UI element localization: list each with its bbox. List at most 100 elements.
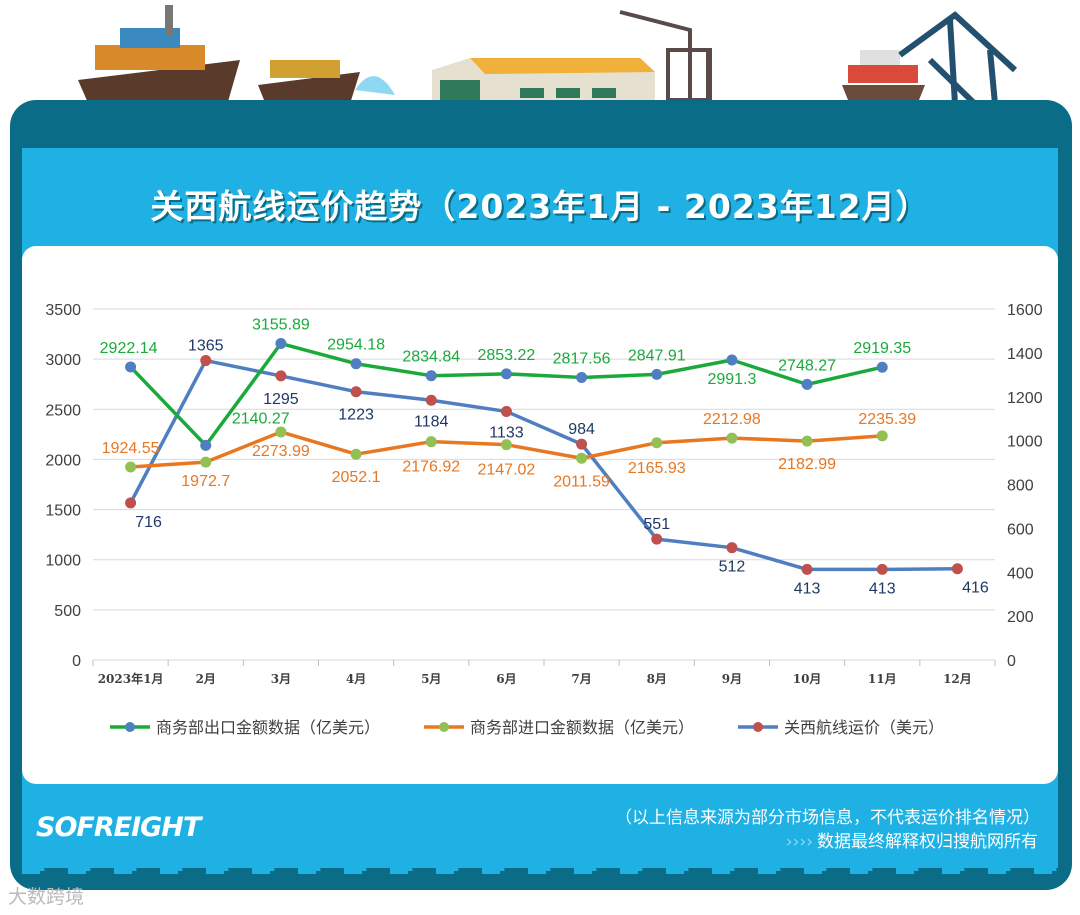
x-tick-label: 8月 xyxy=(647,672,667,686)
data-point xyxy=(275,338,287,350)
data-point xyxy=(200,439,212,451)
gantry-crane-icon xyxy=(898,11,1018,107)
y-left-tick-label: 0 xyxy=(72,653,81,670)
data-label: 2140.27 xyxy=(232,410,290,427)
data-point xyxy=(801,378,813,390)
data-label: 2817.56 xyxy=(553,350,611,367)
data-point xyxy=(350,448,362,460)
data-point xyxy=(876,361,888,373)
data-point xyxy=(651,368,663,380)
y-left-tick-label: 500 xyxy=(54,603,81,620)
legend-label: 关西航线运价（美元） xyxy=(784,718,944,737)
data-label: 2212.98 xyxy=(703,411,761,428)
data-point xyxy=(350,386,362,398)
data-label: 2991.3 xyxy=(707,371,756,388)
scallop-border xyxy=(22,855,1058,871)
data-label: 2147.02 xyxy=(477,462,535,479)
data-point xyxy=(500,439,512,451)
data-label: 551 xyxy=(643,516,670,533)
data-label: 2165.93 xyxy=(628,460,686,477)
y-right-tick-label: 0 xyxy=(1007,653,1016,670)
data-point xyxy=(576,438,588,450)
data-label: 2273.99 xyxy=(252,443,310,460)
data-label: 1223 xyxy=(338,407,374,424)
x-tick-label: 12月 xyxy=(943,672,972,686)
y-left-tick-label: 3000 xyxy=(45,352,81,369)
data-label: 2922.14 xyxy=(100,340,158,357)
data-label: 2011.59 xyxy=(553,473,610,490)
x-tick-label: 10月 xyxy=(793,672,822,686)
page-title: 关西航线运价趋势（2023年1月 - 2023年12月） xyxy=(150,187,930,226)
rights-text: 数据最终解释权归搜航网所有 xyxy=(817,832,1038,852)
x-tick-label: 4月 xyxy=(346,672,366,686)
data-label: 984 xyxy=(568,421,595,438)
y-left-tick-label: 2000 xyxy=(45,452,81,469)
data-point xyxy=(500,368,512,380)
data-point xyxy=(801,435,813,447)
data-label: 2235.39 xyxy=(858,411,916,428)
data-point xyxy=(801,563,813,575)
source-note: （以上信息来源为部分市场信息，不代表运价排名情况） xyxy=(615,808,1040,828)
watermark: 大数跨境 xyxy=(8,886,85,908)
data-point xyxy=(425,370,437,382)
legend-label: 商务部进口金额数据（亿美元） xyxy=(470,718,694,737)
series-line xyxy=(129,358,958,572)
data-label: 2052.1 xyxy=(332,469,381,486)
data-label: 1972.7 xyxy=(181,473,230,490)
cargo-ship-icon xyxy=(78,5,240,110)
data-point xyxy=(275,370,287,382)
data-label: 1295 xyxy=(263,391,299,408)
y-right-tick-label: 1200 xyxy=(1007,390,1043,407)
data-label: 2954.18 xyxy=(327,337,385,354)
data-point xyxy=(576,371,588,383)
x-tick-label: 7月 xyxy=(571,672,591,686)
data-label: 2847.91 xyxy=(628,347,686,364)
chart-card: 0 500 1000 1500 2000 2500 3000 3500 0 200 400 600 80… xyxy=(22,246,1058,784)
y-left-tick-label: 1000 xyxy=(45,553,81,570)
x-tick-label: 2023年1月 xyxy=(98,671,164,686)
data-point xyxy=(200,456,212,468)
data-point xyxy=(350,358,362,370)
port-illustration xyxy=(78,5,1018,110)
data-point xyxy=(726,354,738,366)
x-tick-label: 5月 xyxy=(421,672,441,686)
x-tick-label: 11月 xyxy=(868,672,897,686)
legend-marker xyxy=(753,722,763,732)
data-point xyxy=(275,426,287,438)
data-point xyxy=(125,361,137,373)
y-right-tick-label: 1000 xyxy=(1007,434,1043,451)
warehouse-icon xyxy=(432,58,655,104)
y-right-tick-label: 200 xyxy=(1007,609,1034,626)
data-point xyxy=(200,355,212,367)
data-label: 416 xyxy=(962,580,989,597)
data-point xyxy=(576,452,588,464)
data-point xyxy=(876,430,888,442)
data-point xyxy=(125,461,137,473)
data-label: 413 xyxy=(869,580,896,597)
arrows-icon: ›››› xyxy=(785,832,813,852)
y-right-tick-label: 600 xyxy=(1007,521,1034,538)
data-point xyxy=(425,394,437,406)
y-left-tick-label: 2500 xyxy=(45,402,81,419)
y-right-tick-label: 400 xyxy=(1007,565,1034,582)
x-tick-label: 2月 xyxy=(196,672,216,686)
rights-note: ›››› 数据最终解释权归搜航网所有 xyxy=(786,827,1038,852)
x-tick-label: 9月 xyxy=(722,672,742,686)
data-label: 2853.22 xyxy=(477,347,535,364)
data-label: 2748.27 xyxy=(778,357,836,374)
data-point xyxy=(425,436,437,448)
data-label: 512 xyxy=(719,559,746,576)
data-label: 1133 xyxy=(489,424,524,441)
data-label: 3155.89 xyxy=(252,317,310,334)
y-left-tick-label: 3500 xyxy=(45,302,81,319)
data-point xyxy=(125,497,137,509)
data-point xyxy=(500,405,512,417)
data-label: 2182.99 xyxy=(778,456,836,473)
sofreight-logo: SOFREIGHT xyxy=(36,812,201,843)
data-label: 2834.84 xyxy=(402,349,460,366)
data-label: 1184 xyxy=(414,413,449,430)
data-label: 2919.35 xyxy=(853,340,911,357)
data-point xyxy=(726,542,738,554)
data-label: 1924.55 xyxy=(102,440,160,457)
data-label: 413 xyxy=(794,580,821,597)
